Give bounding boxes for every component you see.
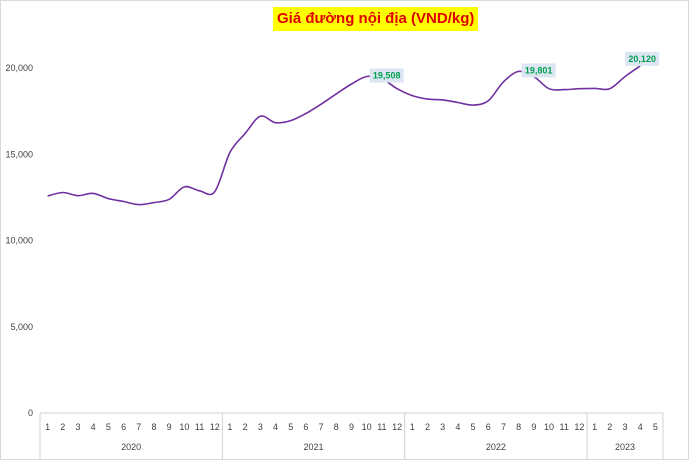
- x-year-label: 2023: [615, 442, 635, 452]
- data-label: 19,801: [525, 65, 553, 75]
- data-label: 20,120: [628, 54, 656, 64]
- x-tick-label: 9: [167, 422, 172, 432]
- data-label-box: [369, 68, 404, 83]
- x-tick-label: 3: [258, 422, 263, 432]
- x-tick-label: 5: [471, 422, 476, 432]
- y-tick-label: 0: [28, 408, 33, 418]
- chart-title: Giá đường nội địa (VND/kg): [273, 7, 479, 31]
- y-tick-label: 10,000: [5, 236, 33, 246]
- x-tick-label: 5: [106, 422, 111, 432]
- data-label-box: [521, 63, 556, 78]
- x-tick-label: 12: [392, 422, 402, 432]
- data-label-box: [625, 51, 660, 66]
- x-tick-label: 4: [638, 422, 643, 432]
- x-tick-label: 10: [544, 422, 554, 432]
- y-tick-label: 20,000: [5, 63, 33, 73]
- x-year-label: 2021: [303, 442, 323, 452]
- data-label: 19,508: [373, 71, 401, 81]
- x-tick-label: 5: [288, 422, 293, 432]
- x-tick-label: 4: [455, 422, 460, 432]
- x-tick-label: 3: [623, 422, 628, 432]
- x-tick-label: 7: [319, 422, 324, 432]
- x-tick-label: 7: [136, 422, 141, 432]
- x-tick-label: 11: [560, 422, 569, 432]
- x-tick-label: 1: [592, 422, 597, 432]
- x-tick-label: 4: [91, 422, 96, 432]
- x-tick-label: 3: [75, 422, 80, 432]
- x-year-label: 2020: [121, 442, 141, 452]
- x-tick-label: 5: [653, 422, 658, 432]
- x-tick-label: 11: [195, 422, 204, 432]
- x-tick-label: 6: [486, 422, 491, 432]
- x-tick-label: 10: [362, 422, 372, 432]
- series-line: [47, 65, 641, 206]
- x-tick-label: 1: [45, 422, 50, 432]
- x-tick-label: 12: [210, 422, 220, 432]
- x-tick-label: 10: [179, 422, 189, 432]
- x-tick-label: 2: [60, 422, 65, 432]
- x-tick-label: 3: [440, 422, 445, 432]
- y-tick-label: 5,000: [10, 322, 33, 332]
- x-tick-label: 6: [303, 422, 308, 432]
- x-tick-label: 2: [425, 422, 430, 432]
- x-tick-label: 6: [121, 422, 126, 432]
- x-tick-label: 1: [410, 422, 415, 432]
- x-tick-label: 7: [501, 422, 506, 432]
- x-tick-label: 8: [151, 422, 156, 432]
- x-tick-label: 1: [227, 422, 232, 432]
- y-axis: 0 5,000 10,000 15,000 20,000: [5, 63, 33, 418]
- x-tick-label: 8: [516, 422, 521, 432]
- x-tick-label: 11: [377, 422, 386, 432]
- x-tick-label: 12: [574, 422, 584, 432]
- x-tick-label: 9: [531, 422, 536, 432]
- x-tick-label: 2: [243, 422, 248, 432]
- x-tick-label: 4: [273, 422, 278, 432]
- x-tick-label: 8: [334, 422, 339, 432]
- data-labels: 19,508 19,801 20,120: [369, 51, 660, 83]
- series-path: [47, 65, 641, 206]
- y-tick-label: 15,000: [5, 149, 33, 159]
- x-tick-label: 2: [607, 422, 612, 432]
- x-year-label: 2022: [486, 442, 506, 452]
- x-tick-label: 9: [349, 422, 354, 432]
